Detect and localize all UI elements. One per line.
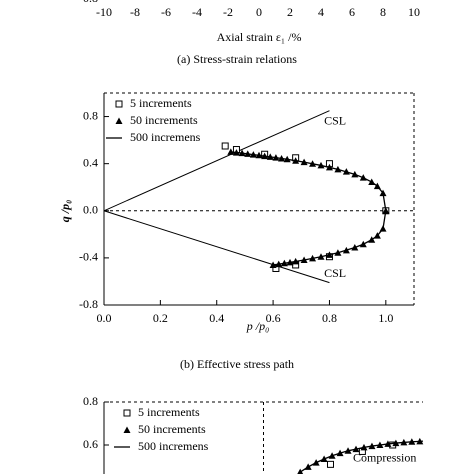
y-tick-label: 0.8 <box>83 108 98 122</box>
caption: (b) Effective stress path <box>180 357 294 371</box>
annotation: CSL <box>324 266 346 280</box>
annotation: Compression <box>353 451 416 465</box>
legend-marker <box>123 409 131 417</box>
y-tick-label: -0.8 <box>79 297 98 311</box>
x-tick-label: 4 <box>318 5 324 19</box>
y-axis-label: q /p₀ <box>58 200 72 223</box>
x-tick-label: 10 <box>408 5 420 19</box>
legend-label: 500 incremens <box>138 439 209 453</box>
triangle-marker <box>297 468 304 474</box>
x-tick-label: 0.6 <box>266 311 281 325</box>
legend-marker <box>123 426 131 433</box>
x-tick-label: 0.2 <box>153 311 168 325</box>
caption: (a) Stress-strain relations <box>177 52 297 66</box>
x-axis-label: p /p₀ <box>246 319 270 333</box>
x-tick-label: -10 <box>96 5 112 19</box>
y-tick-label: 0.0 <box>83 203 98 217</box>
legend-label: 500 incremens <box>130 130 201 144</box>
x-tick-label: 1.0 <box>378 311 393 325</box>
reference-line <box>103 110 330 212</box>
legend-label: 50 increments <box>138 422 206 436</box>
y-tick-label: 0.4 <box>83 155 98 169</box>
x-tick-label: 0.0 <box>97 311 112 325</box>
legend-marker <box>115 100 123 108</box>
y-tick-label: 0.6 <box>83 437 98 451</box>
legend-label: 50 increments <box>130 113 198 127</box>
series-line <box>230 151 387 266</box>
x-tick-label: 0 <box>256 5 262 19</box>
annotation: CSL <box>324 114 346 128</box>
x-tick-label: 8 <box>380 5 386 19</box>
square-marker <box>221 142 229 150</box>
x-tick-label: 6 <box>349 5 355 19</box>
x-tick-label: 2 <box>287 5 293 19</box>
y-tick-label: 0.8 <box>83 394 98 408</box>
x-tick-label: -4 <box>192 5 202 19</box>
legend-marker <box>115 117 123 124</box>
x-tick-label: -8 <box>130 5 140 19</box>
y-tick-label: -0.4 <box>79 250 98 264</box>
square-marker <box>272 264 280 272</box>
series-line <box>299 440 424 473</box>
reference-line <box>103 210 330 284</box>
legend-label: 5 increments <box>130 96 192 110</box>
x-axis-label: Axial strain ε₁ /% <box>217 30 302 44</box>
x-tick-label: 0.8 <box>322 311 337 325</box>
x-tick-label: 0.4 <box>209 311 224 325</box>
x-tick-label: -6 <box>161 5 171 19</box>
legend-label: 5 increments <box>138 405 200 419</box>
y-tick-label: -0.8 <box>79 0 98 5</box>
x-tick-label: -2 <box>223 5 233 19</box>
triangle-marker <box>227 148 235 155</box>
square-marker <box>326 460 334 468</box>
